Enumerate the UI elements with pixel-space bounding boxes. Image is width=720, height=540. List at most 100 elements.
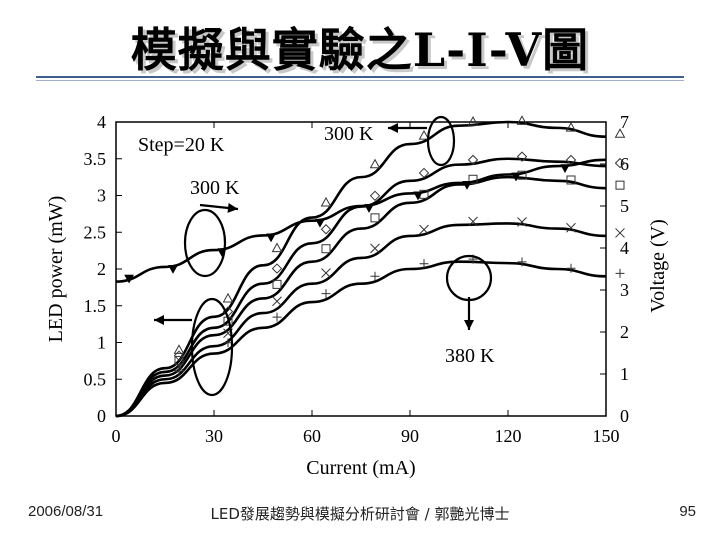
x-tick-label: 150: [593, 426, 620, 446]
x-tick-label: 60: [303, 426, 321, 446]
x-tick-label: 30: [205, 426, 223, 446]
power-curve: [115, 120, 607, 418]
plus-marker: [272, 312, 282, 322]
y-right-tick-label: 4: [620, 238, 629, 258]
x-marker: [370, 243, 380, 254]
power-curve: [115, 222, 607, 418]
triangle-marker: [516, 115, 528, 125]
x-marker: [517, 217, 527, 227]
x-marker: [174, 361, 184, 372]
y-left-tick-label: 3: [97, 186, 106, 206]
plus-marker: [370, 271, 380, 281]
plot-frame: [115, 121, 607, 417]
x-marker: [272, 296, 282, 307]
square-marker: [370, 213, 380, 223]
mid-ellipse: [183, 208, 227, 278]
y-right-tick-label: 3: [620, 280, 629, 300]
x-marker: [321, 268, 331, 278]
y-right-tick-label: 5: [620, 196, 629, 216]
y-left-tick-label: 3.5: [84, 149, 107, 169]
plus-marker: [174, 366, 184, 376]
diamond-marker: [467, 154, 479, 166]
diamond-marker: [565, 154, 577, 166]
title-divider-thin: [36, 80, 684, 81]
filled-triangle-marker: [511, 172, 521, 182]
plus-marker: [419, 259, 429, 269]
y-right-tick-label: 0: [620, 406, 629, 426]
y-right-tick-label: 2: [620, 322, 629, 342]
voltage-curve: [115, 158, 607, 283]
triangle-marker: [222, 292, 234, 303]
diamond-marker: [173, 350, 185, 361]
footer-date: 2006/08/31: [28, 503, 104, 520]
filled-triangle-marker: [315, 218, 325, 228]
filled-triangle-marker: [462, 181, 472, 190]
top-300k-label: 300 K: [324, 123, 374, 145]
triangle-marker: [565, 121, 577, 132]
filled-triangle-marker: [168, 265, 178, 274]
diamond-marker: [614, 157, 626, 169]
x-marker: [468, 216, 478, 227]
triangle-marker: [467, 116, 479, 126]
triangle-marker: [271, 242, 283, 253]
power-curve: [115, 260, 607, 418]
square-marker: [174, 355, 184, 365]
triangle-marker: [418, 130, 430, 140]
x-marker: [419, 224, 429, 235]
x-axis-label: Current (mA): [306, 457, 415, 479]
triangle-marker: [369, 158, 381, 169]
lower-ellipse: [190, 297, 234, 397]
plus-marker: [321, 289, 331, 299]
y-right-tick-label: 7: [620, 112, 629, 132]
plus-marker: [517, 257, 527, 267]
square-marker: [566, 175, 576, 185]
annotations-group: [154, 115, 493, 397]
title-divider: [36, 76, 684, 78]
lower-arrow-head: [154, 315, 164, 325]
plus-marker: [566, 263, 576, 273]
markers-group: [124, 115, 626, 376]
top-arrow-head: [388, 123, 398, 133]
y-left-tick-label: 4: [97, 112, 106, 132]
triangle-marker: [320, 196, 332, 207]
x-marker: [566, 222, 576, 233]
mid-arrow-head: [227, 202, 238, 213]
diamond-marker: [271, 263, 283, 274]
filled-triangle-marker: [413, 191, 423, 201]
y-left-axis-label: LED power (mW): [45, 196, 67, 343]
power-curve: [115, 175, 607, 418]
step-annotation: Step=20 K: [138, 134, 225, 156]
bottom-380k-label: 380 K: [445, 345, 495, 367]
y-left-tick-label: 1: [97, 333, 106, 353]
square-marker: [272, 279, 282, 289]
diamond-marker: [320, 224, 332, 235]
page-number: 95: [679, 503, 696, 520]
filled-triangle-marker: [364, 204, 374, 214]
square-marker: [615, 180, 625, 190]
y-right-axis-label: Voltage (V): [647, 219, 669, 313]
x-tick-label: 0: [112, 426, 121, 446]
mid-300k-label: 300 K: [190, 177, 240, 199]
y-right-tick-label: 1: [620, 364, 629, 384]
y-left-tick-label: 2: [97, 259, 106, 279]
filled-triangle-marker: [124, 274, 134, 284]
triangle-marker: [614, 128, 626, 138]
y-left-tick-label: 1.5: [84, 296, 107, 316]
diamond-marker: [418, 167, 430, 179]
square-marker: [321, 244, 331, 254]
square-marker: [468, 174, 478, 184]
slide-title: 模擬與實驗之L-I-V圖: [130, 23, 590, 77]
triangle-marker: [173, 344, 185, 354]
footer-title: LED發展趨勢與模擬分析研討會 / 郭艷光博士: [210, 505, 510, 523]
plus-marker: [615, 268, 625, 278]
x-tick-label: 120: [495, 426, 522, 446]
y-left-tick-label: 0.5: [84, 369, 107, 389]
curves-group: [115, 120, 607, 418]
top-ellipse: [426, 115, 456, 167]
diamond-marker: [516, 151, 528, 162]
diamond-marker: [369, 190, 381, 202]
filled-triangle-marker: [266, 233, 276, 243]
filled-triangle-marker: [560, 164, 570, 174]
